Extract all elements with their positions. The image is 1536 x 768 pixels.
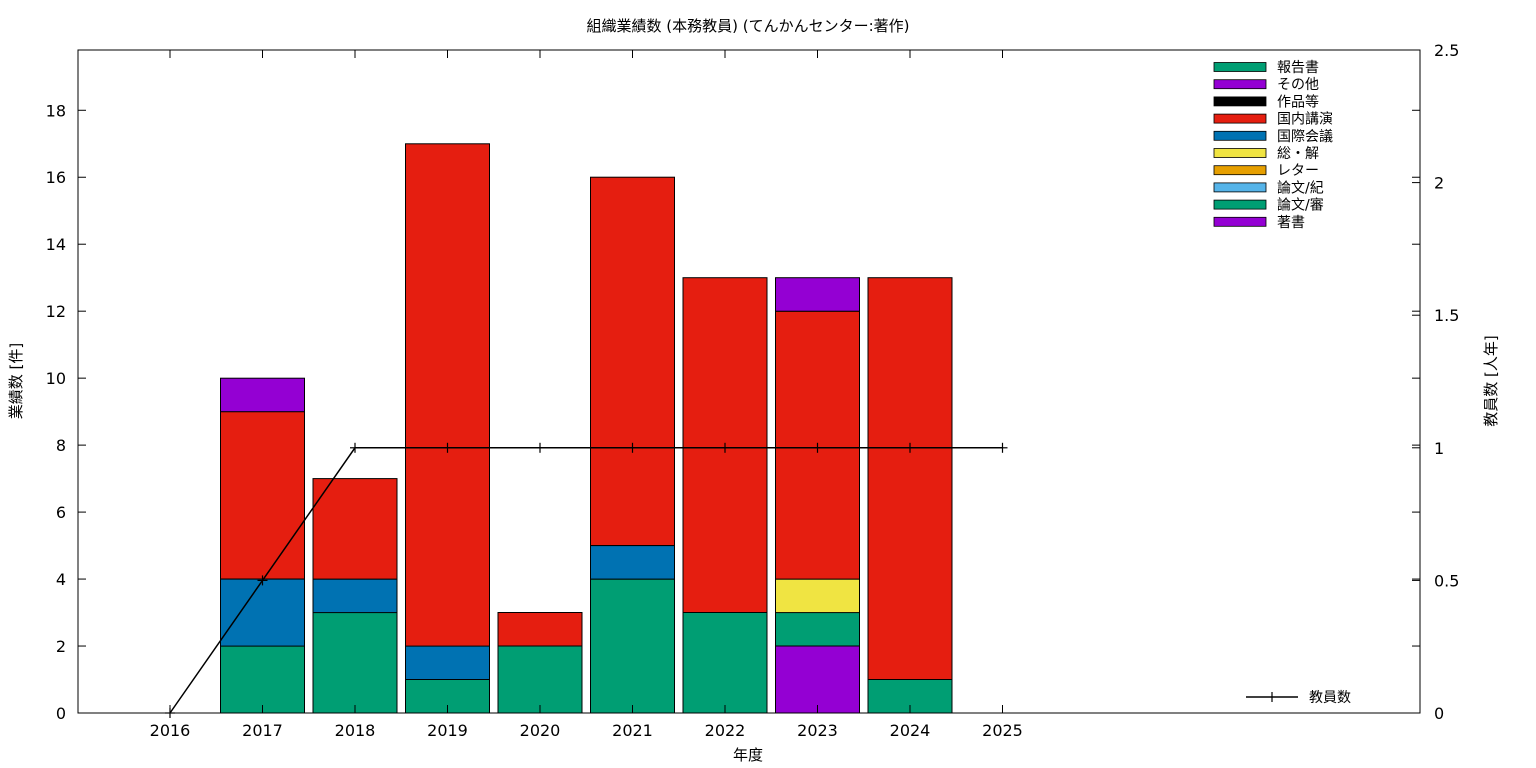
y-axis-label: 業績数 [件]: [7, 343, 25, 419]
legend-label: 論文/紀: [1277, 180, 1324, 196]
y-tick-label: 8: [56, 436, 66, 455]
legend-swatch: [1213, 130, 1267, 141]
y-tick-label: 12: [46, 302, 66, 321]
bar-segment-2023-4: [775, 578, 860, 614]
bar-segment-2017-8: [220, 377, 305, 413]
legend-item: 総・解: [1213, 146, 1319, 162]
legend-label: 総・解: [1277, 146, 1319, 162]
legend-swatch: [1213, 165, 1267, 176]
y2-tick-label: 1.5: [1434, 306, 1459, 325]
x-axis: 2016 2017 2018 2019 2020 2021 2022 2023 2024 2025: [150, 50, 1023, 740]
y-tick-label: 14: [46, 235, 66, 254]
legend-item: 国内講演: [1213, 112, 1333, 128]
legend-item: レター: [1213, 163, 1319, 179]
y2-tick-label: 0: [1434, 704, 1444, 723]
bar-segment-2021-5: [590, 545, 675, 580]
legend-swatch: [1213, 62, 1267, 72]
line-point-2024: [905, 442, 915, 453]
legend-label: レター: [1277, 163, 1319, 179]
legend-swatch: [1213, 216, 1267, 227]
bar-segment-2018-5: [312, 578, 398, 614]
x-tick-label: 2024: [890, 721, 931, 740]
x-axis-label: 年度: [733, 746, 763, 764]
bar-segment-2023-8: [775, 277, 860, 312]
line-point-2017: [257, 575, 268, 586]
y2-axis: 0 0.5 1 1.5 2 2.5: [1412, 41, 1459, 723]
legend-label: 報告書: [1277, 60, 1319, 76]
legend-label: 作品等: [1277, 93, 1319, 110]
x-tick-label: 2025: [982, 721, 1023, 740]
legend-swatch: [1213, 199, 1267, 210]
bar-segment-2023-1: [775, 612, 860, 647]
line-point-2021: [627, 442, 638, 453]
bar-segment-2019-6: [405, 143, 490, 647]
bar-segment-2022-1: [682, 612, 768, 714]
chart-title: 組織業績数 (本務教員) (てんかんセンター:著作): [586, 17, 909, 35]
legend-label: 国際会議: [1277, 128, 1333, 145]
bar-segment-2023-0: [775, 645, 860, 714]
y-tick-label: 4: [56, 570, 66, 589]
legend-label: 論文/審: [1277, 198, 1324, 214]
bar-segment-2019-5: [405, 645, 490, 680]
bar-segment-2020-1: [497, 645, 583, 714]
x-tick-label: 2016: [150, 721, 191, 740]
legend-swatch: [1213, 148, 1267, 158]
legend-item: 論文/審: [1213, 198, 1324, 214]
legend-item: 報告書: [1213, 60, 1319, 76]
y-axis: 0 2 4 6 8 10 12 14 16 18: [46, 101, 1420, 723]
line-layer: [165, 442, 1008, 718]
x-tick-label: 2020: [520, 721, 561, 740]
line-point-2023: [812, 442, 823, 453]
bars-layer: [220, 143, 953, 714]
bar-segment-2017-5: [220, 578, 305, 647]
legend-swatch: [1213, 182, 1267, 193]
legend-item: 作品等: [1213, 93, 1319, 110]
y-tick-label: 2: [56, 637, 66, 656]
line-point-2022: [720, 442, 730, 453]
bar-segment-2021-1: [590, 578, 675, 714]
legend-label: 国内講演: [1277, 112, 1333, 128]
bar-segment-2018-6: [312, 478, 398, 580]
line-point-2025: [997, 442, 1008, 453]
line-point-2020: [535, 442, 545, 453]
y2-axis-label: 教員数 [人年]: [1482, 335, 1500, 426]
legend-line-label: 教員数: [1309, 690, 1351, 706]
x-tick-label: 2022: [705, 721, 746, 740]
y2-tick-label: 2: [1434, 174, 1444, 193]
legend-item: その他: [1213, 77, 1319, 93]
bar-segment-2017-1: [220, 645, 305, 714]
legend-swatch: [1213, 79, 1267, 90]
y-tick-label: 10: [46, 369, 66, 388]
y-tick-label: 6: [56, 503, 66, 522]
y-tick-label: 0: [56, 704, 66, 723]
bar-segment-2021-6: [590, 176, 675, 546]
legend-swatch: [1213, 96, 1267, 107]
y2-tick-label: 1: [1434, 439, 1444, 458]
bar-segment-2020-6: [497, 612, 583, 647]
x-tick-label: 2019: [427, 721, 468, 740]
legend-swatch: [1213, 113, 1267, 124]
legend-item: 論文/紀: [1213, 180, 1324, 196]
line-point-2018: [350, 442, 360, 453]
legend-label: 著書: [1277, 215, 1305, 231]
x-tick-label: 2023: [797, 721, 838, 740]
x-tick-label: 2017: [242, 721, 283, 740]
y2-tick-label: 0.5: [1434, 571, 1459, 590]
bar-segment-2018-1: [312, 612, 398, 714]
legend-item: 著書: [1213, 215, 1305, 231]
legend-item: 国際会議: [1213, 128, 1333, 145]
y-tick-label: 18: [46, 101, 66, 120]
x-tick-label: 2018: [335, 721, 376, 740]
line-legend: 教員数: [1246, 690, 1351, 706]
bar-segment-2024-6: [867, 277, 953, 680]
y-tick-label: 16: [46, 168, 66, 187]
x-tick-label: 2021: [612, 721, 653, 740]
legend-label: その他: [1277, 77, 1319, 93]
bar-segment-2017-6: [220, 411, 305, 580]
line-point-2019: [442, 442, 453, 453]
line-teachers: [169, 447, 1003, 714]
y2-tick-label: 2.5: [1434, 41, 1459, 60]
